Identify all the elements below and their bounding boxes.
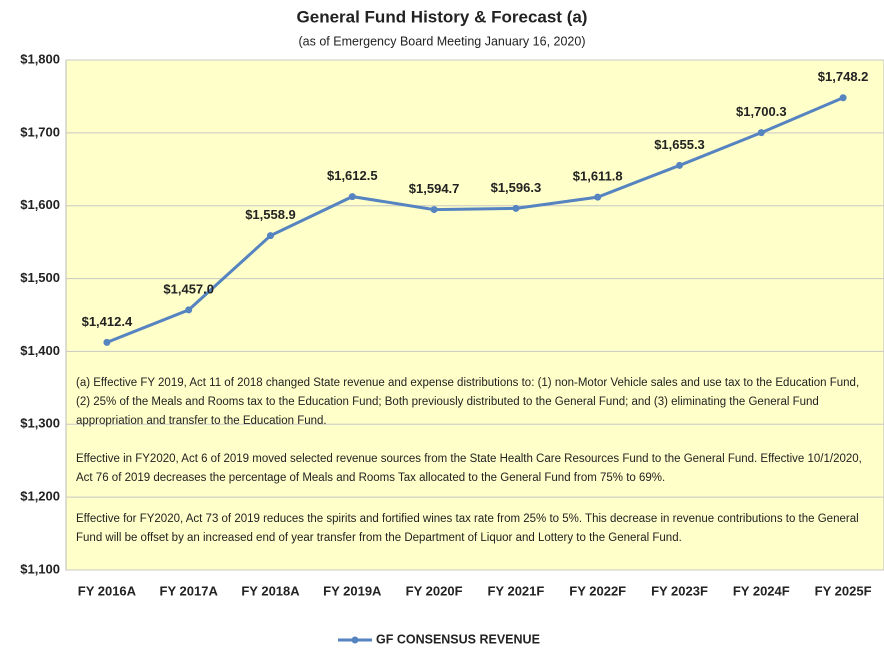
data-label: $1,611.8 xyxy=(573,169,623,184)
data-point xyxy=(267,232,274,240)
chart-subtitle: (as of Emergency Board Meeting January 1… xyxy=(299,34,586,48)
x-tick-label: FY 2019A xyxy=(323,583,382,598)
legend-marker xyxy=(351,636,359,644)
data-label: $1,558.9 xyxy=(245,207,296,222)
legend-label: GF CONSENSUS REVENUE xyxy=(376,632,540,646)
chart-title: General Fund History & Forecast (a) xyxy=(297,7,588,26)
data-label: $1,655.3 xyxy=(654,137,705,152)
y-tick-label: $1,500 xyxy=(20,270,60,285)
data-line xyxy=(106,96,844,344)
y-tick-label: $1,100 xyxy=(20,561,60,576)
y-tick-label: $1,800 xyxy=(20,51,60,66)
data-point xyxy=(676,161,683,169)
data-label: $1,594.7 xyxy=(409,181,460,196)
y-tick-label: $1,400 xyxy=(20,343,60,358)
data-label: $1,596.3 xyxy=(491,180,542,195)
data-point xyxy=(757,129,765,137)
x-tick-label: FY 2018A xyxy=(241,583,300,598)
data-label: $1,457.0 xyxy=(163,281,214,296)
data-point xyxy=(512,204,520,212)
note: Effective in FY2020, Act 6 of 2019 moved… xyxy=(76,453,862,484)
data-point xyxy=(185,306,193,314)
y-tick-label: $1,200 xyxy=(20,489,60,504)
data-point xyxy=(839,94,847,102)
x-tick-label: FY 2025F xyxy=(815,583,872,598)
x-tick-label: FY 2024F xyxy=(733,583,790,598)
data-label: $1,612.5 xyxy=(327,168,378,183)
x-tick-label: FY 2016A xyxy=(78,583,137,598)
y-tick-label: $1,300 xyxy=(20,416,60,431)
data-label: $1,412.4 xyxy=(82,314,133,329)
x-tick-label: FY 2017A xyxy=(160,583,219,598)
x-tick-label: FY 2022F xyxy=(569,583,626,598)
x-tick-label: FY 2023F xyxy=(651,583,708,598)
plot-area xyxy=(65,59,884,571)
data-point xyxy=(103,338,111,346)
data-point xyxy=(594,193,602,201)
data-label: $1,748.2 xyxy=(818,69,869,84)
note: (a) Effective FY 2019, Act 11 of 2018 ch… xyxy=(76,377,860,427)
note: Effective for FY2020, Act 73 of 2019 red… xyxy=(76,513,859,544)
y-tick-label: $1,600 xyxy=(20,197,60,212)
data-point xyxy=(430,206,438,214)
data-label: $1,700.3 xyxy=(736,104,787,119)
x-tick-label: FY 2020F xyxy=(406,583,463,598)
data-point xyxy=(348,193,356,201)
x-tick-label: FY 2021F xyxy=(487,583,544,598)
y-tick-label: $1,700 xyxy=(20,124,60,139)
